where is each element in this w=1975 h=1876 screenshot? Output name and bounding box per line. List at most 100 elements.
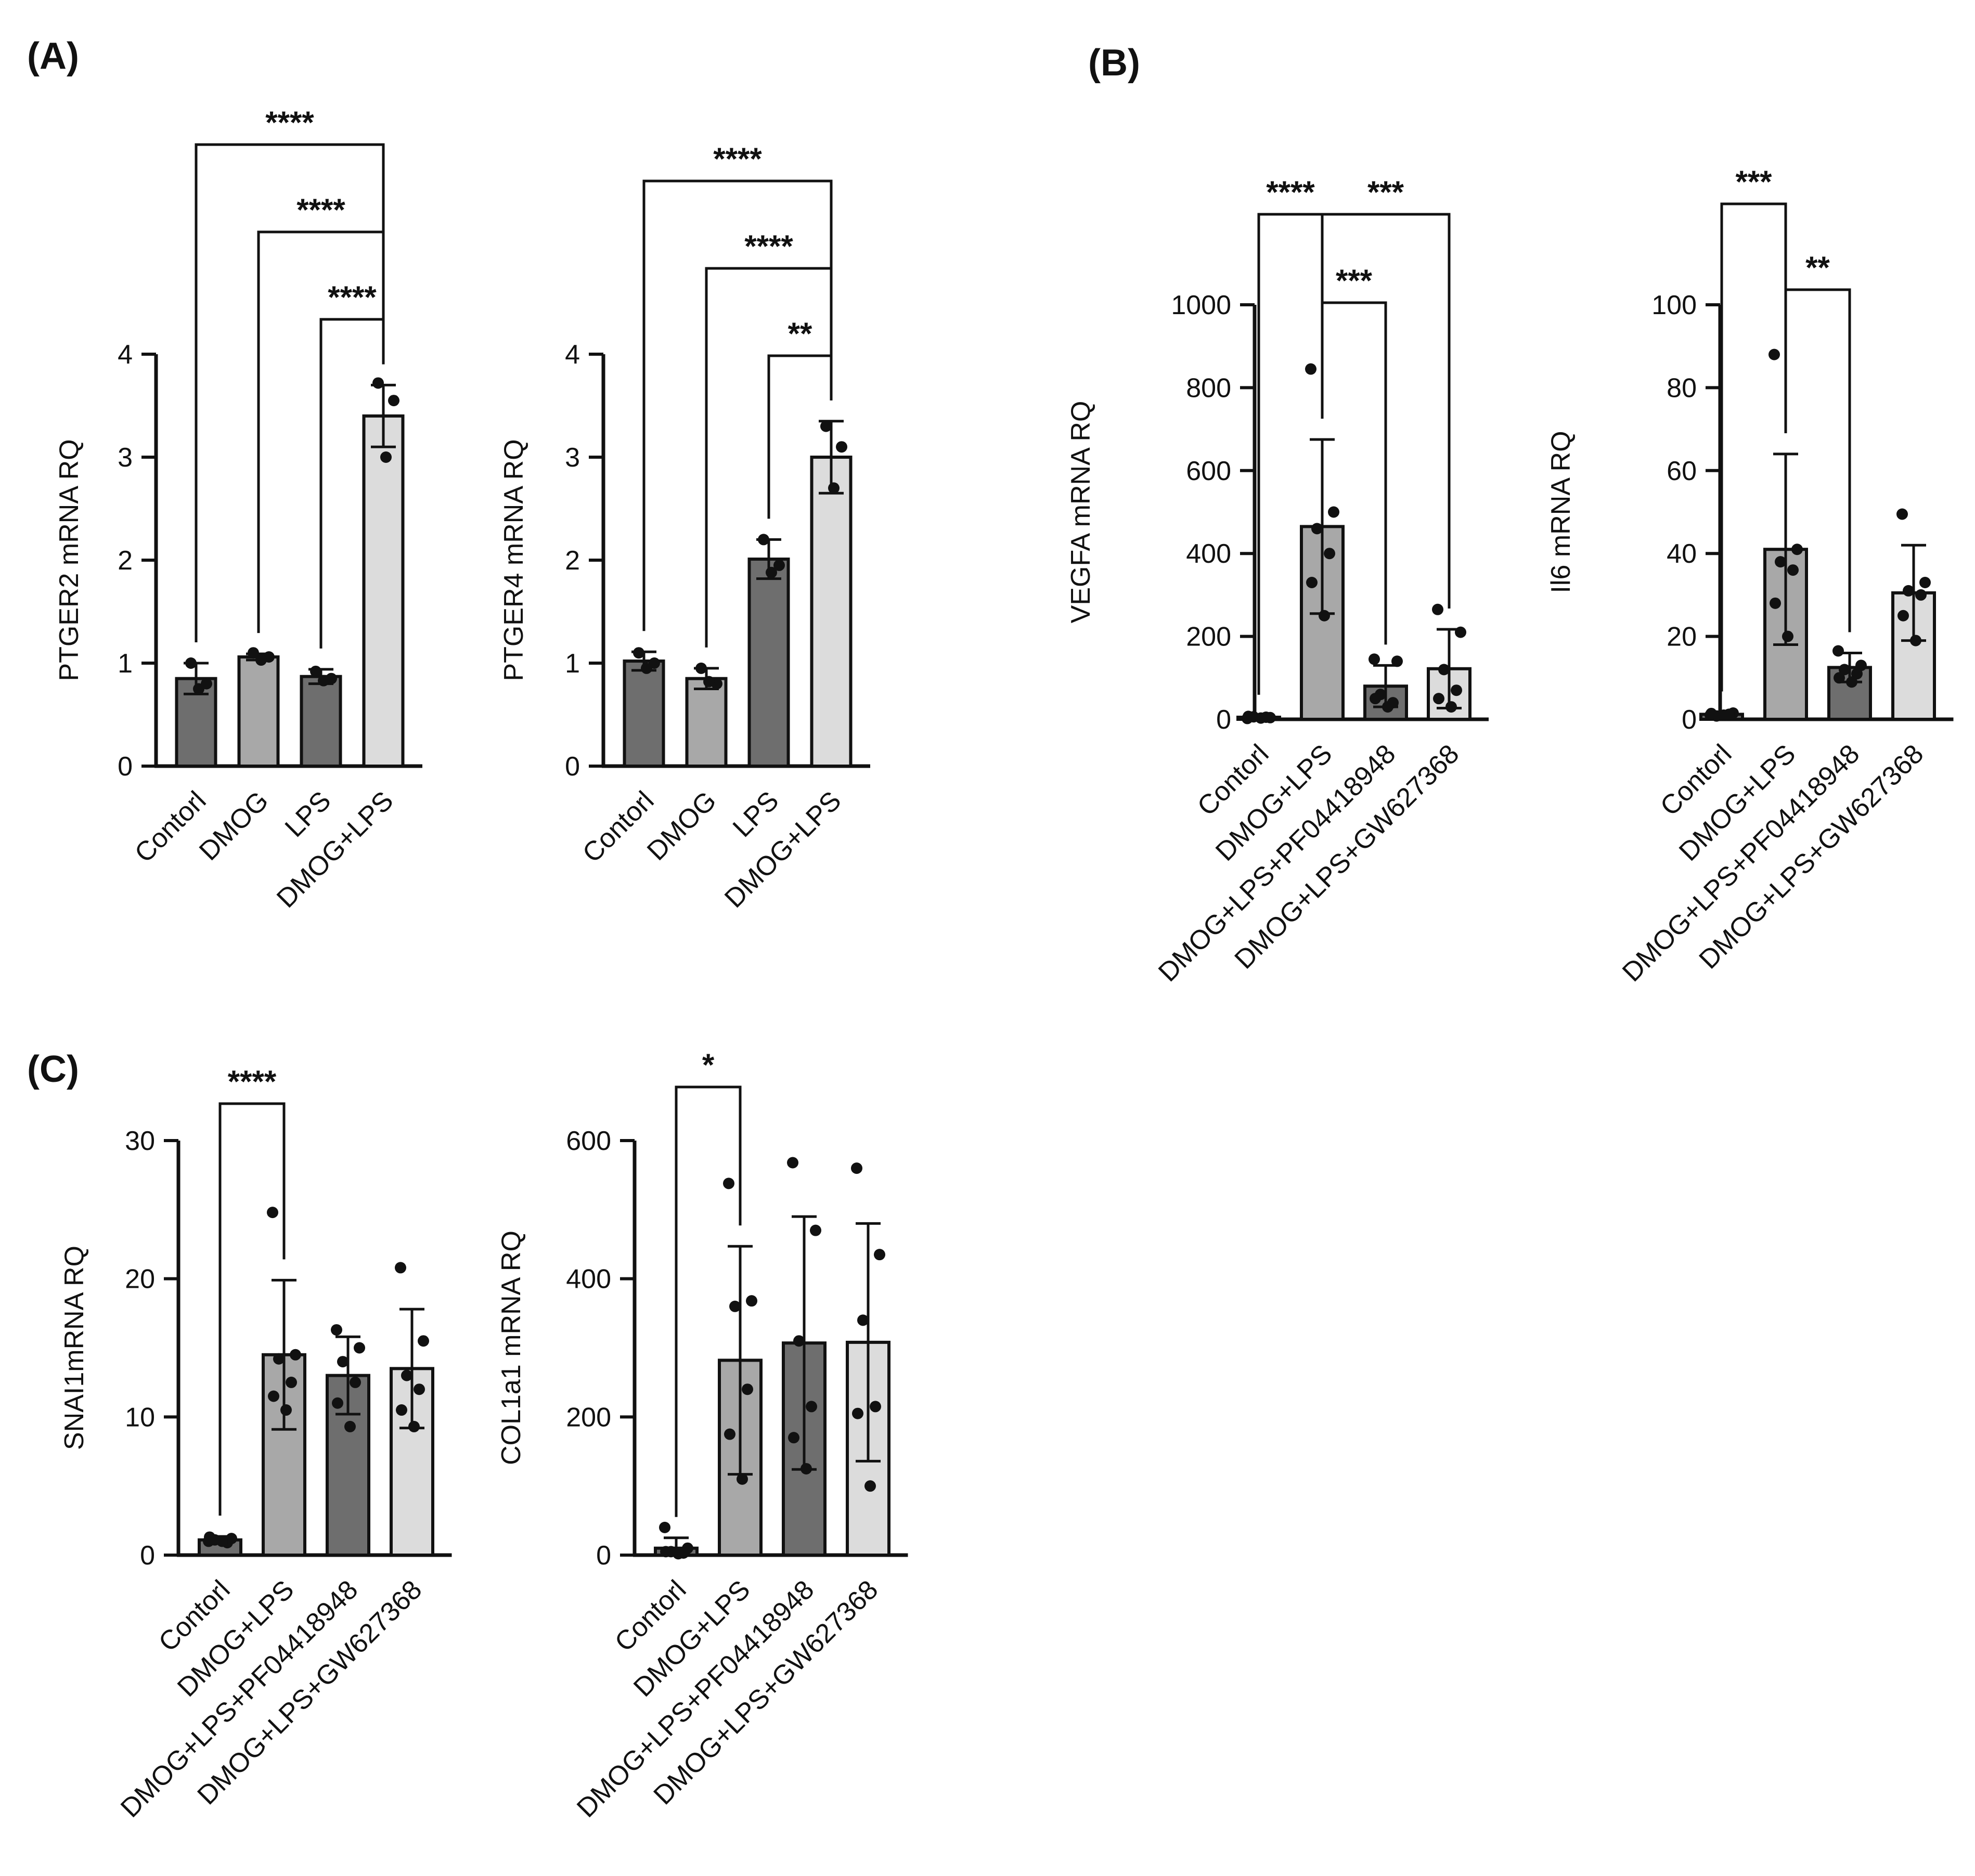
significance-label: **** <box>1266 175 1315 210</box>
significance-label: *** <box>1735 164 1772 199</box>
data-point <box>1915 589 1927 601</box>
data-point <box>1433 693 1444 705</box>
data-point <box>673 1548 684 1560</box>
data-point <box>1718 709 1729 721</box>
significance-bracket <box>257 230 385 633</box>
data-point <box>641 662 652 674</box>
data-point <box>418 1335 429 1347</box>
data-point <box>408 1420 420 1432</box>
panel-label-b: (B) <box>1088 42 1140 84</box>
data-point <box>350 1376 361 1388</box>
y-axis-label: SNAI1mRNA RQ <box>59 1246 89 1450</box>
data-point <box>801 1463 812 1474</box>
data-point <box>318 675 329 687</box>
category-label: LPS <box>727 785 785 843</box>
category-label: Contorl <box>577 785 660 869</box>
y-tick-label: 3 <box>565 443 580 473</box>
data-point <box>659 1521 670 1533</box>
data-point <box>354 1342 365 1354</box>
significance-label: **** <box>265 105 314 140</box>
data-point <box>724 1428 735 1440</box>
bar <box>390 1367 434 1557</box>
data-point <box>193 683 204 695</box>
y-axis-label: VEGFA mRNA RQ <box>1066 401 1096 624</box>
y-axis-label: PTGER4 mRNA RQ <box>499 439 529 681</box>
y-tick-label: 30 <box>125 1126 155 1156</box>
y-tick-label: 200 <box>566 1402 611 1432</box>
data-point <box>185 657 197 669</box>
data-point <box>1851 668 1863 680</box>
y-tick-label: 4 <box>118 340 133 370</box>
significance-label: **** <box>744 229 793 264</box>
bar <box>362 414 405 768</box>
significance-bracket <box>1784 288 1851 632</box>
significance-bracket <box>218 1102 286 1516</box>
significance-label: ** <box>788 316 812 351</box>
significance-bracket <box>705 267 833 648</box>
data-point <box>1846 676 1857 688</box>
data-point <box>864 1480 876 1492</box>
data-point <box>380 451 392 463</box>
data-point <box>1834 672 1845 684</box>
data-point <box>1706 707 1717 719</box>
y-tick-label: 400 <box>1186 539 1231 569</box>
category-label: DMOG <box>193 785 274 866</box>
data-point <box>1791 544 1803 555</box>
data-point <box>1382 701 1393 713</box>
data-point <box>660 1546 672 1558</box>
data-point <box>1769 348 1780 360</box>
data-point <box>290 1349 301 1361</box>
data-point <box>1782 630 1793 642</box>
data-point <box>395 1262 406 1274</box>
data-point <box>820 420 832 432</box>
significance-label: *** <box>1367 175 1404 210</box>
significance-bracket <box>1321 301 1387 645</box>
data-point <box>1438 664 1450 676</box>
data-point <box>1305 363 1316 375</box>
data-point <box>773 559 785 571</box>
data-point <box>695 662 707 674</box>
data-point <box>1391 655 1403 667</box>
y-tick-label: 1 <box>565 649 580 679</box>
y-tick-label: 600 <box>566 1126 611 1156</box>
panel-label-c: (C) <box>27 1049 79 1090</box>
data-point <box>286 1376 297 1388</box>
data-point <box>742 1383 753 1395</box>
data-point <box>810 1224 821 1236</box>
data-point <box>273 1353 285 1365</box>
significance-bracket <box>642 179 833 631</box>
data-point <box>1255 712 1267 724</box>
data-point <box>388 395 399 407</box>
data-point <box>836 441 847 453</box>
data-point <box>758 534 769 546</box>
y-tick-label: 2 <box>118 546 133 576</box>
data-point <box>1910 635 1921 646</box>
y-tick-label: 0 <box>118 752 133 782</box>
y-tick-label: 3 <box>118 443 133 473</box>
y-tick-label: 1 <box>118 649 133 679</box>
y-tick-label: 60 <box>1667 456 1697 486</box>
category-label: DMOG+LPS+PF04418948 <box>1153 739 1401 987</box>
y-tick-label: 20 <box>125 1264 155 1295</box>
significance-label: ** <box>1805 250 1830 285</box>
significance-label: **** <box>713 141 762 176</box>
y-tick-label: 600 <box>1186 456 1231 486</box>
bar <box>300 675 342 768</box>
bar <box>623 659 665 768</box>
data-point <box>1243 710 1254 722</box>
data-point <box>337 1356 348 1368</box>
y-tick-label: 800 <box>1186 373 1231 403</box>
data-point <box>828 482 840 494</box>
data-point <box>1328 506 1339 518</box>
category-label: DMOG+LPS <box>719 785 847 913</box>
data-point <box>793 1335 805 1347</box>
y-axis-label: COL1a1 mRNA RQ <box>496 1231 526 1465</box>
y-tick-label: 20 <box>1667 622 1697 652</box>
category-label: LPS <box>279 785 337 843</box>
data-point <box>331 1324 342 1336</box>
data-point <box>1306 576 1318 588</box>
